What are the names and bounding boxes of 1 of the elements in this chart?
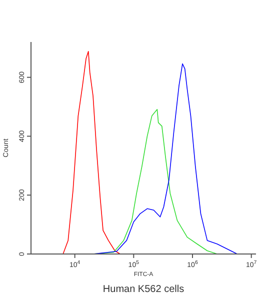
text: Human K562 cells xyxy=(102,284,184,295)
